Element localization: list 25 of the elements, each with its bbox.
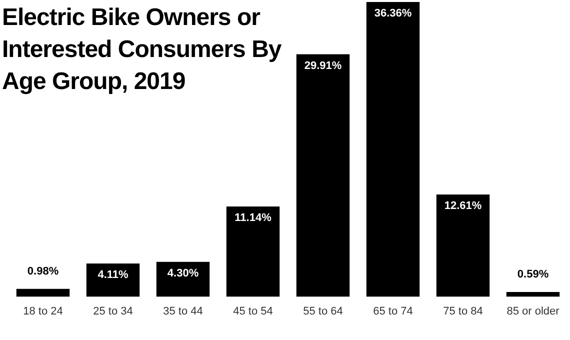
- bar: [436, 194, 490, 297]
- data-label: 12.61%: [444, 200, 482, 212]
- bar: [296, 54, 350, 297]
- data-label: 36.36%: [374, 8, 412, 20]
- x-tick-label: 45 to 54: [233, 305, 273, 318]
- x-tick-label: 85 or older: [506, 305, 560, 318]
- x-tick-label: 75 to 84: [443, 305, 483, 318]
- x-tick-label: 25 to 34: [93, 305, 133, 318]
- bar: [86, 263, 140, 297]
- x-tick-label: 55 to 64: [303, 305, 343, 318]
- text: Electric Bike Owners or Interested Consumers By Age Group, 2019: [2, 3, 282, 97]
- bar: [226, 206, 280, 297]
- data-label: 29.91%: [304, 60, 342, 72]
- data-label: 0.59%: [517, 268, 549, 281]
- data-label: 11.14%: [234, 212, 272, 224]
- data-label: 4.11%: [98, 269, 129, 282]
- bar: [366, 2, 420, 297]
- bar: [156, 262, 210, 297]
- data-label: 0.98%: [27, 265, 59, 278]
- x-tick-label: 65 to 74: [373, 305, 413, 318]
- x-tick-label: 18 to 24: [23, 305, 63, 318]
- x-tick-label: 35 to 44: [163, 305, 203, 318]
- bar: [16, 288, 70, 297]
- bar: [506, 292, 560, 297]
- data-label: 4.30%: [167, 267, 199, 280]
